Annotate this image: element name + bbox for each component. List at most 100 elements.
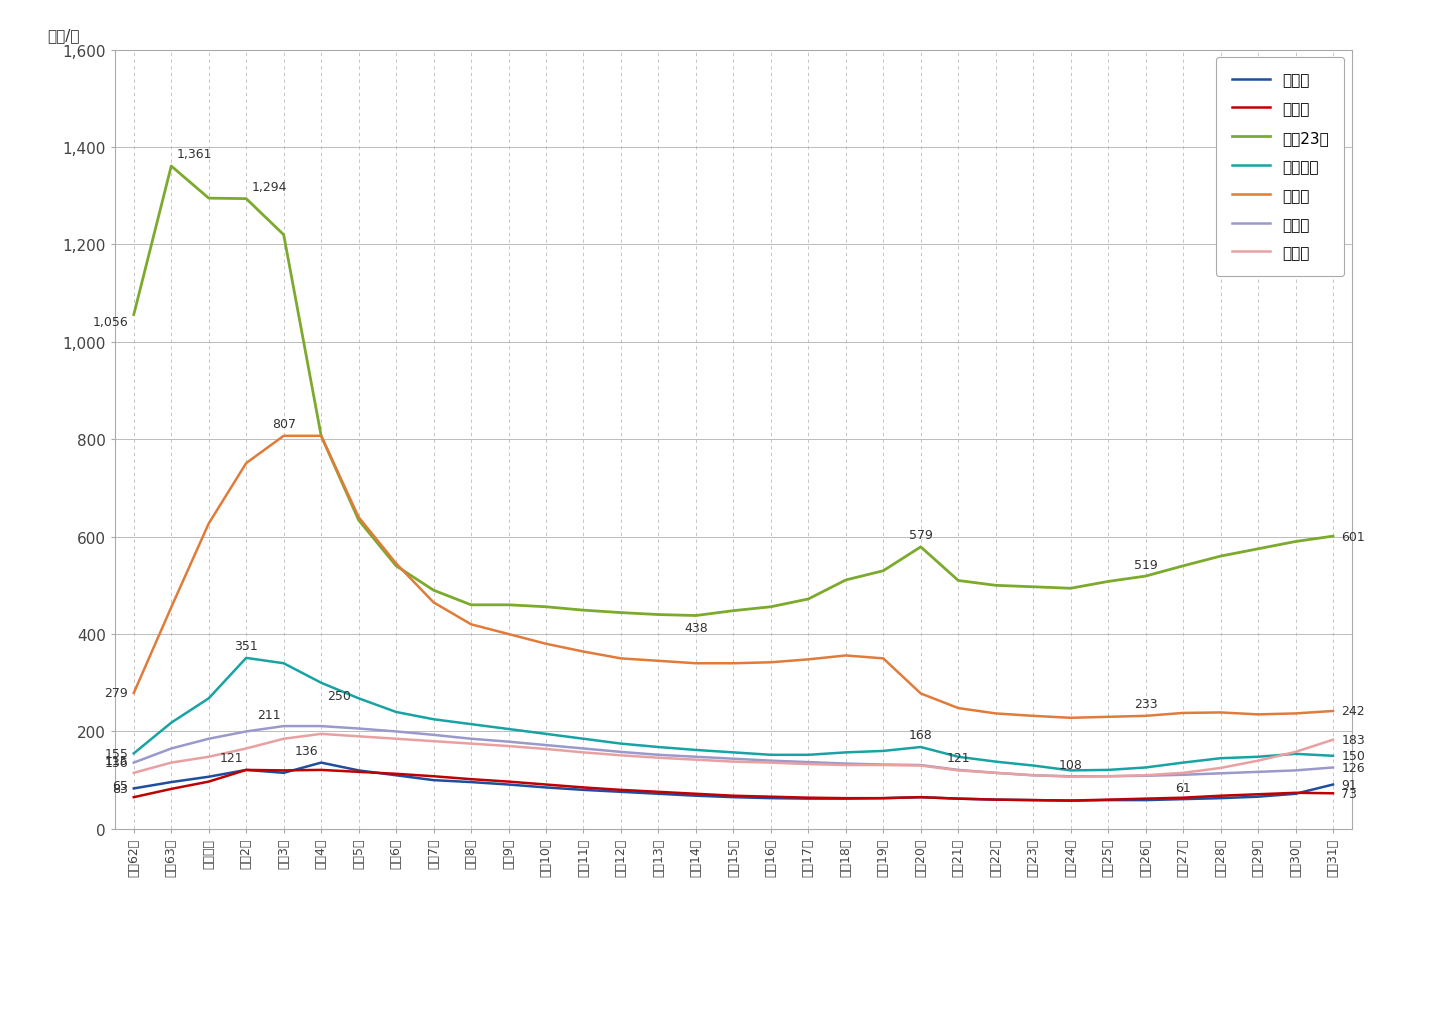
福岡市 (1324, 734, 1342, 746)
Text: 136: 136 (105, 756, 128, 769)
札幌市 (237, 764, 255, 776)
仙台市 (500, 775, 518, 788)
Text: 121: 121 (220, 751, 243, 764)
仙台市 (1024, 795, 1041, 807)
名古屋市 (312, 677, 329, 690)
東京23区 (1024, 581, 1041, 593)
仙台市 (1324, 788, 1342, 800)
名古屋市 (613, 738, 630, 750)
東京23区 (463, 600, 480, 612)
Text: 807: 807 (272, 418, 296, 431)
名古屋市 (1137, 761, 1155, 773)
仙台市 (200, 775, 217, 788)
札幌市 (349, 764, 367, 776)
福岡市 (1287, 746, 1304, 758)
札幌市 (500, 778, 518, 791)
札幌市 (986, 794, 1004, 806)
大阪市 (912, 687, 929, 700)
東京23区 (125, 309, 142, 321)
札幌市 (125, 783, 142, 795)
広島市 (387, 726, 404, 738)
Text: 233: 233 (1133, 698, 1158, 710)
大阪市 (538, 638, 555, 650)
札幌市 (426, 774, 443, 787)
札幌市 (275, 767, 292, 779)
Line: 東京23区: 東京23区 (134, 167, 1333, 616)
Text: 108: 108 (1058, 758, 1083, 771)
Text: 73: 73 (1342, 787, 1357, 800)
仙台市 (575, 782, 592, 794)
Line: 広島市: 広島市 (134, 726, 1333, 776)
福岡市 (613, 749, 630, 761)
東京23区 (426, 584, 443, 596)
広島市 (1212, 767, 1229, 779)
福岡市 (1063, 771, 1080, 784)
Text: 579: 579 (909, 529, 933, 542)
大阪市 (1175, 707, 1192, 719)
札幌市 (1287, 788, 1304, 800)
大阪市 (1024, 710, 1041, 722)
名古屋市 (800, 749, 817, 761)
広島市 (1024, 769, 1041, 782)
Text: 183: 183 (1342, 734, 1365, 746)
福岡市 (912, 759, 929, 771)
福岡市 (687, 754, 705, 766)
仙台市 (125, 792, 142, 804)
大阪市 (162, 602, 180, 614)
広島市 (1324, 761, 1342, 773)
札幌市 (1324, 778, 1342, 791)
名古屋市 (575, 733, 592, 745)
Text: 242: 242 (1342, 705, 1365, 718)
札幌市 (312, 757, 329, 769)
大阪市 (687, 657, 705, 669)
広島市 (1175, 769, 1192, 782)
東京23区 (650, 609, 667, 621)
広島市 (874, 758, 892, 770)
広島市 (650, 749, 667, 761)
広島市 (463, 733, 480, 745)
福岡市 (1137, 769, 1155, 782)
福岡市 (275, 733, 292, 745)
大阪市 (1137, 710, 1155, 722)
Line: 仙台市: 仙台市 (134, 770, 1333, 801)
大阪市 (275, 431, 292, 443)
名古屋市 (837, 746, 854, 758)
東京23区 (1137, 570, 1155, 582)
東京23区 (949, 575, 966, 587)
福岡市 (500, 740, 518, 752)
大阪市 (1100, 711, 1117, 723)
Text: 121: 121 (946, 751, 971, 764)
Text: 168: 168 (909, 729, 933, 742)
Text: 65: 65 (112, 778, 128, 792)
名古屋市 (687, 744, 705, 756)
広島市 (125, 757, 142, 769)
東京23区 (912, 541, 929, 553)
名古屋市 (1024, 759, 1041, 771)
福岡市 (800, 758, 817, 770)
福岡市 (387, 733, 404, 745)
札幌市 (575, 785, 592, 797)
仙台市 (874, 793, 892, 805)
Text: 155: 155 (105, 747, 128, 760)
広島市 (312, 720, 329, 732)
東京23区 (837, 574, 854, 586)
東京23区 (200, 193, 217, 205)
大阪市 (426, 596, 443, 609)
名古屋市 (1250, 751, 1267, 763)
広島市 (837, 758, 854, 770)
仙台市 (986, 794, 1004, 806)
東京23区 (349, 515, 367, 527)
名古屋市 (349, 693, 367, 705)
広島市 (613, 746, 630, 758)
大阪市 (1250, 709, 1267, 721)
仙台市 (1175, 792, 1192, 804)
福岡市 (349, 731, 367, 743)
東京23区 (237, 193, 255, 205)
札幌市 (725, 792, 742, 804)
大阪市 (200, 518, 217, 530)
札幌市 (1175, 794, 1192, 806)
広島市 (912, 759, 929, 771)
福岡市 (538, 743, 555, 755)
大阪市 (874, 653, 892, 665)
名古屋市 (912, 741, 929, 753)
